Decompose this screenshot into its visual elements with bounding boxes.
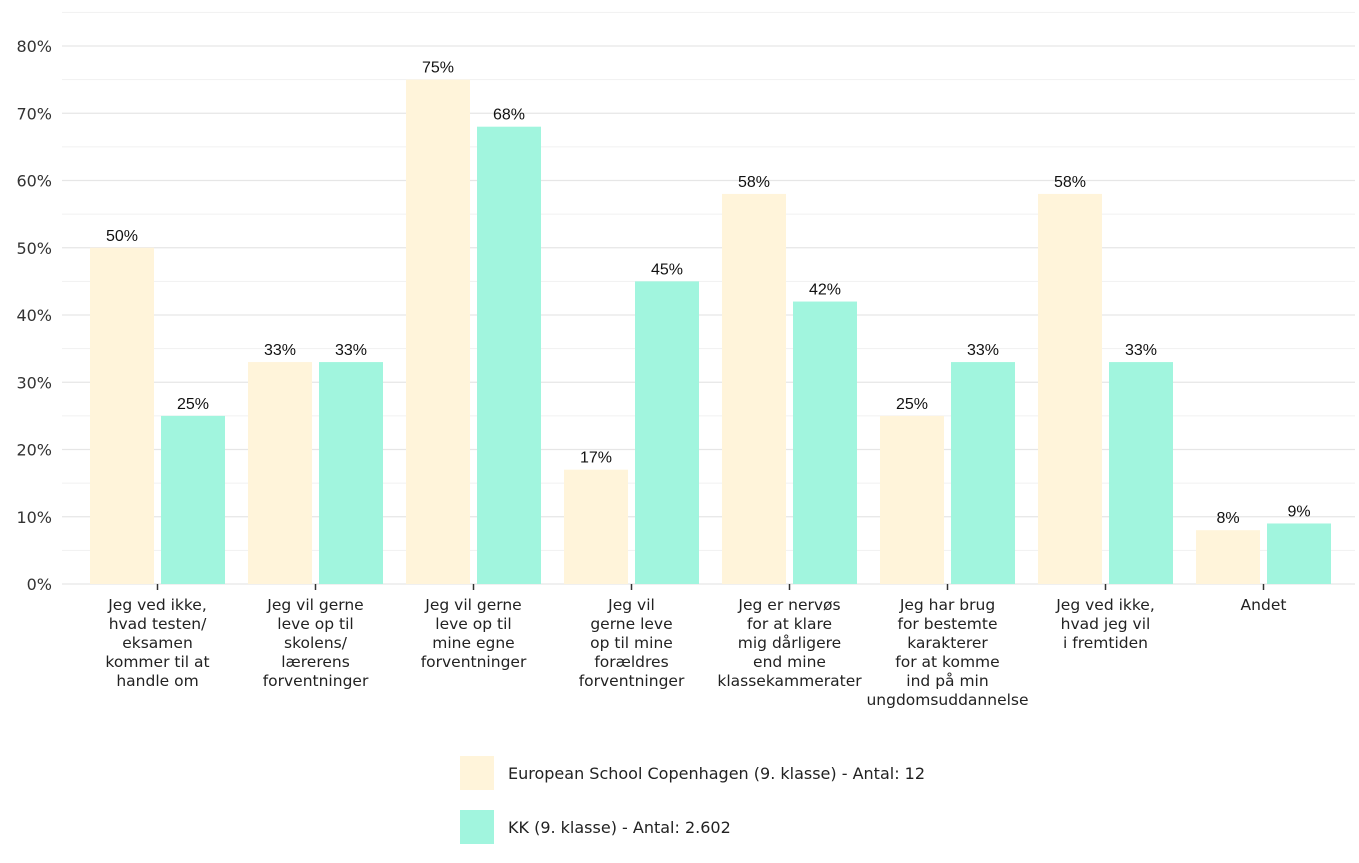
bar-value-label: 75% bbox=[422, 60, 454, 77]
y-tick-label: 30% bbox=[16, 373, 52, 392]
legend-label-european-school: European School Copenhagen (9. klasse) -… bbox=[508, 763, 926, 783]
bar-value-label: 33% bbox=[1125, 342, 1157, 359]
x-tick-label-line: Jeg vil gerne bbox=[266, 596, 363, 614]
x-tick-label-line: Andet bbox=[1241, 596, 1287, 614]
y-tick-label: 10% bbox=[16, 508, 52, 527]
x-tick-label-line: mine egne bbox=[432, 634, 514, 652]
bar-value-label: 45% bbox=[651, 261, 683, 278]
legend: European School Copenhagen (9. klasse) -… bbox=[460, 755, 925, 863]
x-tick-label-line: hvad jeg vil bbox=[1061, 615, 1151, 633]
y-tick-label: 20% bbox=[16, 441, 52, 460]
bar-value-label: 33% bbox=[967, 342, 999, 359]
bar-series-2 bbox=[1109, 362, 1173, 584]
bar-series-2 bbox=[161, 415, 225, 584]
bar-series-2 bbox=[477, 126, 541, 584]
x-tick-label-line: eksamen bbox=[122, 634, 193, 652]
x-tick-label-line: ind på min bbox=[906, 672, 988, 690]
x-tick-label-line: mig dårligere bbox=[738, 634, 841, 652]
bar-series-1 bbox=[722, 193, 786, 584]
bar-series-2 bbox=[793, 301, 857, 584]
x-tick-label: Jeg vil gerne leve op til mine forældres for… bbox=[579, 596, 685, 690]
bar-series-1 bbox=[90, 247, 154, 584]
bar-series-1 bbox=[1196, 530, 1260, 584]
bar-value-label: 50% bbox=[106, 228, 138, 245]
bar-series-2 bbox=[319, 362, 383, 584]
x-tick-label-line: skolens/ bbox=[284, 634, 348, 652]
bars bbox=[90, 79, 1331, 584]
bar-series-1 bbox=[564, 469, 628, 584]
y-tick-label: 40% bbox=[16, 306, 52, 325]
x-tick-label-line: for at klare bbox=[747, 615, 832, 633]
bar-value-label: 25% bbox=[896, 396, 928, 413]
bar-series-1 bbox=[1038, 193, 1102, 584]
x-tick-label-line: for bestemte bbox=[897, 615, 997, 633]
x-axis: Jeg ved ikke, hvad testen/eksamen kommer t… bbox=[105, 584, 1286, 709]
x-tick-label-line: Jeg har brug bbox=[899, 596, 995, 614]
x-tick-label-line: leve op til bbox=[435, 615, 511, 633]
bar-series-2 bbox=[951, 362, 1015, 584]
x-tick-label-line: lærerens bbox=[281, 653, 350, 671]
x-tick-label-line: kommer til at bbox=[105, 653, 209, 671]
bar-value-label: 33% bbox=[264, 342, 296, 359]
x-tick-label-line: i fremtiden bbox=[1063, 634, 1148, 652]
x-tick-label-line: forældres bbox=[594, 653, 668, 671]
bar-value-label: 42% bbox=[809, 282, 841, 299]
x-tick-label-line: handle om bbox=[116, 672, 198, 690]
y-tick-label: 50% bbox=[16, 239, 52, 258]
y-tick-label: 0% bbox=[27, 575, 52, 594]
bar-value-label: 33% bbox=[335, 342, 367, 359]
x-tick-label: Jeg er nervøs for at klare mig dårligere en… bbox=[717, 596, 862, 690]
y-tick-label: 60% bbox=[16, 172, 52, 191]
bar-chart: 0% 10% 20% 30% 40% 50% 60% 70% 80% 50% 25% 33% 33% 7… bbox=[16, 11, 1355, 709]
x-tick-label-line: Jeg vil bbox=[607, 596, 655, 614]
x-tick-label-line: klassekammerater bbox=[717, 672, 862, 690]
x-tick-label: Jeg vil gerne leve op til skolens/lærerens… bbox=[263, 596, 369, 690]
x-tick-label: Jeg vil gerne leve op til mine egne forvent… bbox=[421, 596, 527, 671]
legend-swatch-kk bbox=[460, 810, 494, 844]
x-tick-label-line: Jeg er nervøs bbox=[737, 596, 840, 614]
bar-series-1 bbox=[880, 415, 944, 584]
bar-value-labels: 50% 25% 33% 33% 75% 68% 17% 45% 58% 42% 25% 33% 58% 3… bbox=[106, 60, 1311, 528]
legend-swatch-european-school bbox=[460, 756, 494, 790]
x-tick-label-line: forventninger bbox=[579, 672, 685, 690]
bar-value-label: 9% bbox=[1287, 503, 1310, 520]
bar-series-2 bbox=[1267, 523, 1331, 584]
x-tick-label-line: Jeg vil gerne bbox=[424, 596, 521, 614]
bar-value-label: 68% bbox=[493, 107, 525, 124]
bar-value-label: 8% bbox=[1216, 510, 1239, 527]
bar-series-1 bbox=[248, 362, 312, 584]
bar-series-1 bbox=[406, 79, 470, 584]
bar-value-label: 58% bbox=[738, 174, 770, 191]
legend-label-kk: KK (9. klasse) - Antal: 2.602 bbox=[508, 817, 731, 837]
x-tick-label: Jeg har brug for bestemte karakterer for at… bbox=[866, 596, 1028, 709]
x-tick-label-line: gerne leve bbox=[590, 615, 672, 633]
x-tick-label-line: hvad testen/ bbox=[109, 615, 207, 633]
bar-value-label: 17% bbox=[580, 450, 612, 467]
x-tick-label-line: op til mine bbox=[590, 634, 673, 652]
bar-series-2 bbox=[635, 281, 699, 584]
x-tick-label-line: leve op til bbox=[277, 615, 353, 633]
x-tick-label-line: karakterer bbox=[907, 634, 988, 652]
x-tick-label-line: Jeg ved ikke, bbox=[107, 596, 207, 614]
x-tick-label-line: forventninger bbox=[421, 653, 527, 671]
x-tick-label: Jeg ved ikke, hvad testen/eksamen kommer t… bbox=[105, 596, 209, 690]
y-tick-label: 70% bbox=[16, 104, 52, 123]
x-tick-label-line: end mine bbox=[753, 653, 826, 671]
legend-item-european-school: European School Copenhagen (9. klasse) -… bbox=[460, 755, 925, 791]
bar-value-label: 58% bbox=[1054, 174, 1086, 191]
x-tick-label-line: Jeg ved ikke, bbox=[1055, 596, 1155, 614]
y-axis: 0% 10% 20% 30% 40% 50% 60% 70% 80% bbox=[16, 37, 52, 594]
legend-item-kk: KK (9. klasse) - Antal: 2.602 bbox=[460, 809, 925, 845]
x-tick-label: Jeg ved ikke, hvad jeg vil i fremtiden bbox=[1055, 596, 1155, 652]
bar-value-label: 25% bbox=[177, 396, 209, 413]
x-tick-label: Andet bbox=[1241, 596, 1287, 614]
x-tick-label-line: ungdomsuddannelse bbox=[866, 691, 1028, 709]
x-tick-label-line: forventninger bbox=[263, 672, 369, 690]
y-tick-label: 80% bbox=[16, 37, 52, 56]
x-tick-label-line: for at komme bbox=[895, 653, 999, 671]
